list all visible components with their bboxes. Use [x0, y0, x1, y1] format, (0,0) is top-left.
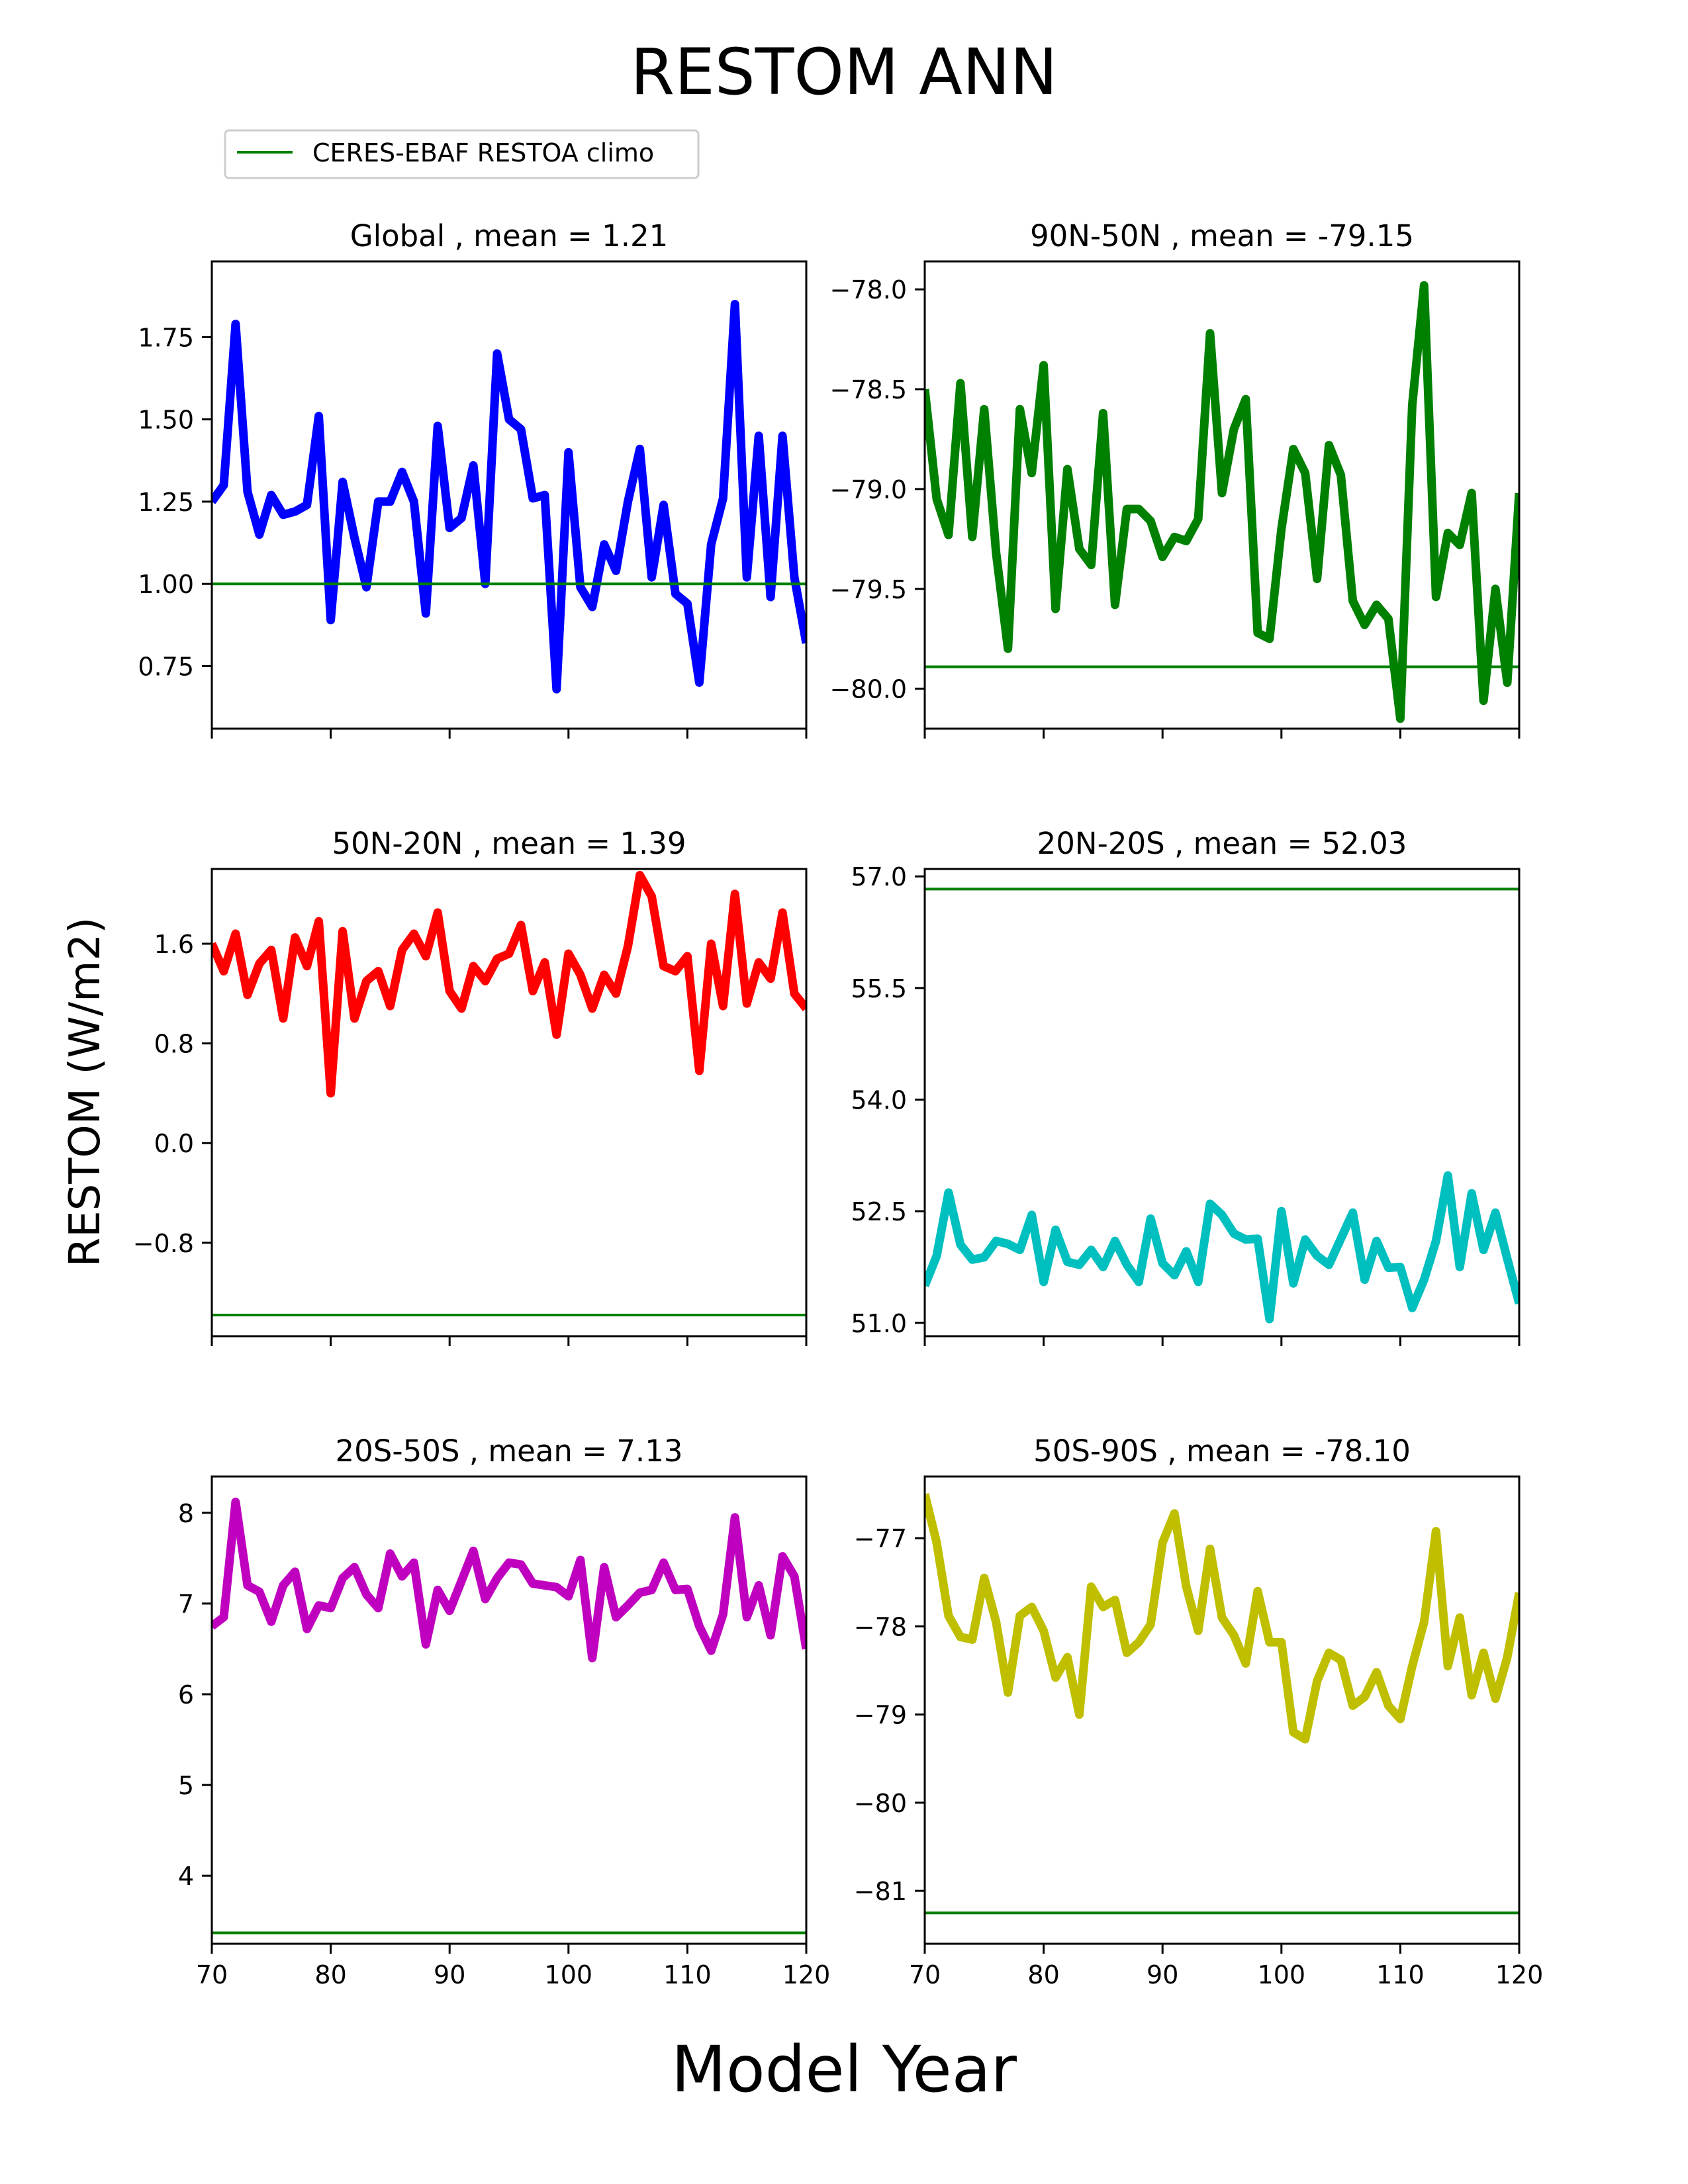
panel-4-ytick-label: 51.0 — [851, 1309, 907, 1338]
panel-6-axes-frame — [923, 1475, 1521, 1945]
figure-xlabel: Model Year — [671, 2032, 1017, 2107]
panel-6-ytick-label: −78 — [854, 1612, 907, 1641]
panel-2-title: 90N-50N , mean = -79.15 — [1030, 218, 1414, 253]
panel-2-ytick-label: −78.5 — [830, 375, 907, 404]
panel-4-ytick-label: 57.0 — [851, 862, 907, 891]
panel-5-xtick-label: 110 — [663, 1960, 712, 1989]
panel-6-ytick-label: −80 — [854, 1789, 907, 1818]
panel-4-axes-frame — [923, 868, 1521, 1338]
figure-title: RESTOM ANN — [630, 35, 1057, 109]
panel-1-title: Global , mean = 1.21 — [350, 218, 669, 253]
panel-3-ytick-label: 0.0 — [154, 1129, 194, 1158]
panel-6-xtick-label: 110 — [1376, 1960, 1425, 1989]
panel-4-ytick-label: 52.5 — [851, 1197, 907, 1226]
panel-4-title: 20N-20S , mean = 52.03 — [1037, 826, 1407, 861]
panel-2-ytick-label: −79.5 — [830, 575, 907, 604]
subplot-3: 50N-20N , mean = 1.39 −0.8 0.0 0.8 1.6 — [133, 826, 808, 1346]
panel-5-ytick-label: 4 — [178, 1862, 194, 1891]
panel-3-ytick-label: −0.8 — [133, 1229, 194, 1258]
legend: CERES-EBAF RESTOA climo — [224, 129, 700, 179]
panel-6-xtick-label: 80 — [1027, 1960, 1059, 1989]
panel-6-ytick-label: −77 — [854, 1524, 907, 1553]
panel-1-ytick-label: 0.75 — [138, 653, 194, 682]
panel-5-ytick-label: 5 — [178, 1771, 194, 1800]
panel-5-xtick-label: 120 — [782, 1960, 831, 1989]
panel-3-ytick-label: 1.6 — [154, 930, 194, 959]
panel-4-ytick-label: 54.0 — [851, 1086, 907, 1115]
panel-2-axes-frame — [923, 260, 1521, 730]
subplot-6: 50S-90S , mean = -78.10 −81 −80 −79 −78 −77 70… — [854, 1433, 1543, 1989]
subplot-2: 90N-50N , mean = -79.15 −80.0 −79.5 −79.0 −7… — [830, 218, 1521, 739]
panel-6-title: 50S-90S , mean = -78.10 — [1033, 1433, 1411, 1469]
panel-5-xtick-label: 90 — [434, 1960, 465, 1989]
panel-6-xtick-label: 90 — [1147, 1960, 1178, 1989]
legend-label: CERES-EBAF RESTOA climo — [312, 138, 654, 167]
subplot-1: Global , mean = 1.21 0.75 1.00 1.25 1.50 1.75 — [138, 218, 808, 739]
panel-5-title: 20S-50S , mean = 7.13 — [336, 1433, 683, 1469]
panel-6-xtick-label: 70 — [909, 1960, 941, 1989]
panel-5-xtick-label: 70 — [196, 1960, 228, 1989]
panel-2-ytick-label: −79.0 — [830, 475, 907, 504]
subplot-5: 20S-50S , mean = 7.13 4 5 6 7 8 70 80 90 100 110 12… — [178, 1433, 830, 1989]
panel-6-ytick-label: −81 — [854, 1877, 907, 1906]
panel-6-xtick-label: 100 — [1258, 1960, 1306, 1989]
panel-5-axes-frame — [211, 1475, 808, 1945]
panel-1-ytick-label: 1.50 — [138, 406, 194, 435]
panel-3-ytick-label: 0.8 — [154, 1030, 194, 1059]
panel-5-ytick-label: 8 — [178, 1499, 194, 1528]
panel-1-axes-frame — [211, 260, 808, 730]
panel-5-ytick-label: 6 — [178, 1680, 194, 1709]
panel-6-ytick-label: −79 — [854, 1701, 907, 1730]
panel-5-xtick-label: 80 — [314, 1960, 346, 1989]
panel-5-xtick-label: 100 — [545, 1960, 593, 1989]
panel-1-ytick-label: 1.75 — [138, 323, 194, 352]
subplot-grid: Global , mean = 1.21 0.75 1.00 1.25 1.50 1.75… — [133, 218, 1544, 1989]
legend-frame — [224, 129, 700, 179]
panel-3-axes-frame — [211, 868, 808, 1338]
panel-2-ytick-label: −78.0 — [830, 275, 907, 304]
panel-1-ytick-label: 1.25 — [138, 488, 194, 517]
panel-1-ytick-label: 1.00 — [138, 570, 194, 599]
panel-5-ytick-label: 7 — [178, 1590, 194, 1619]
panel-3-title: 50N-20N , mean = 1.39 — [332, 826, 686, 861]
figure-ylabel: RESTOM (W/m2) — [61, 917, 110, 1267]
subplot-4: 20N-20S , mean = 52.03 51.0 52.5 54.0 55.5 57… — [851, 826, 1521, 1346]
panel-4-ytick-label: 55.5 — [851, 974, 907, 1003]
panel-6-xtick-label: 120 — [1495, 1960, 1544, 1989]
panel-2-ytick-label: −80.0 — [830, 675, 907, 704]
